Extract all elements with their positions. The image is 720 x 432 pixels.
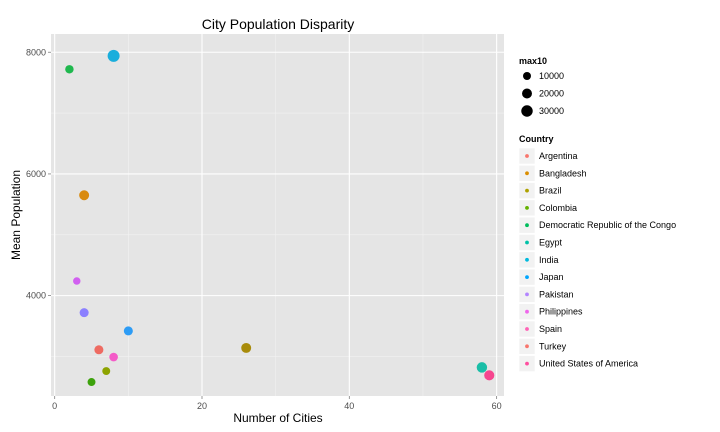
data-point [109, 352, 118, 362]
size-legend-items: 10000 20000 30000 [521, 71, 564, 117]
color-legend-items: Argentina Bangladesh Brazil Colombia Democra… [518, 147, 676, 372]
color-legend-label: India [539, 255, 559, 265]
color-legend-label: Argentina [539, 151, 578, 161]
y-tick-label: 8000 [26, 47, 46, 57]
color-legend-key [525, 240, 529, 245]
color-legend-key [525, 206, 529, 210]
x-tick-label: 60 [492, 401, 502, 411]
color-legend-key [525, 309, 529, 314]
legend: max10 10000 20000 30000 Country Argentina B… [518, 56, 676, 372]
color-legend-key [525, 188, 529, 193]
color-legend-label: Brazil [539, 186, 562, 196]
color-legend-key [525, 275, 529, 279]
color-legend-key [525, 257, 529, 262]
data-points [65, 49, 495, 386]
data-point [73, 277, 81, 285]
data-point [79, 308, 89, 318]
size-legend-key [522, 88, 532, 99]
color-legend-label: Philippines [539, 307, 583, 317]
color-legend-key [525, 327, 529, 331]
y-tick-labels: 4000 6000 8000 [26, 47, 46, 300]
color-legend-label: Egypt [539, 238, 563, 248]
grid-major [51, 34, 504, 396]
plot-panel [51, 34, 504, 396]
color-legend-key [525, 154, 529, 158]
size-legend-key [521, 105, 533, 117]
data-point [79, 190, 90, 201]
color-legend-label: Spain [539, 324, 562, 334]
data-point [241, 342, 252, 353]
color-legend-label: Democratic Republic of the Congo [539, 220, 676, 230]
data-point [94, 345, 104, 355]
grid-minor [51, 34, 504, 396]
color-legend-key [525, 361, 529, 366]
x-tick-label: 20 [197, 401, 207, 411]
color-legend-label: Turkey [539, 341, 567, 351]
color-legend-label: United States of America [539, 359, 638, 369]
size-legend-label: 10000 [539, 71, 564, 81]
y-axis-title: Mean Population [9, 170, 23, 260]
size-legend-key [523, 72, 531, 80]
color-legend-label: Bangladesh [539, 168, 587, 178]
size-legend-label: 30000 [539, 106, 564, 116]
x-tick-label: 40 [344, 401, 354, 411]
color-legend-label: Colombia [539, 203, 577, 213]
y-tick-label: 4000 [26, 291, 46, 301]
data-point [65, 65, 74, 74]
data-point [476, 362, 488, 373]
data-point [107, 49, 120, 62]
color-legend-key [525, 223, 529, 228]
data-point [484, 370, 495, 381]
color-legend-key [525, 344, 529, 349]
axis-ticks [48, 51, 498, 399]
data-point [87, 378, 96, 386]
size-legend-label: 20000 [539, 89, 564, 99]
x-tick-label: 0 [52, 401, 57, 411]
color-legend-label: Pakistan [539, 289, 574, 299]
color-legend-title: Country [519, 134, 554, 144]
x-tick-labels: 0 20 40 60 [52, 401, 501, 411]
x-axis-title: Number of Cities [233, 411, 322, 425]
chart-title: City Population Disparity [202, 16, 355, 32]
color-legend-key [525, 292, 529, 297]
size-legend-title: max10 [519, 56, 547, 66]
color-legend-key [525, 171, 529, 176]
data-point [102, 367, 111, 376]
y-tick-label: 6000 [26, 169, 46, 179]
color-legend-label: Japan [539, 272, 564, 282]
data-point [123, 326, 133, 336]
